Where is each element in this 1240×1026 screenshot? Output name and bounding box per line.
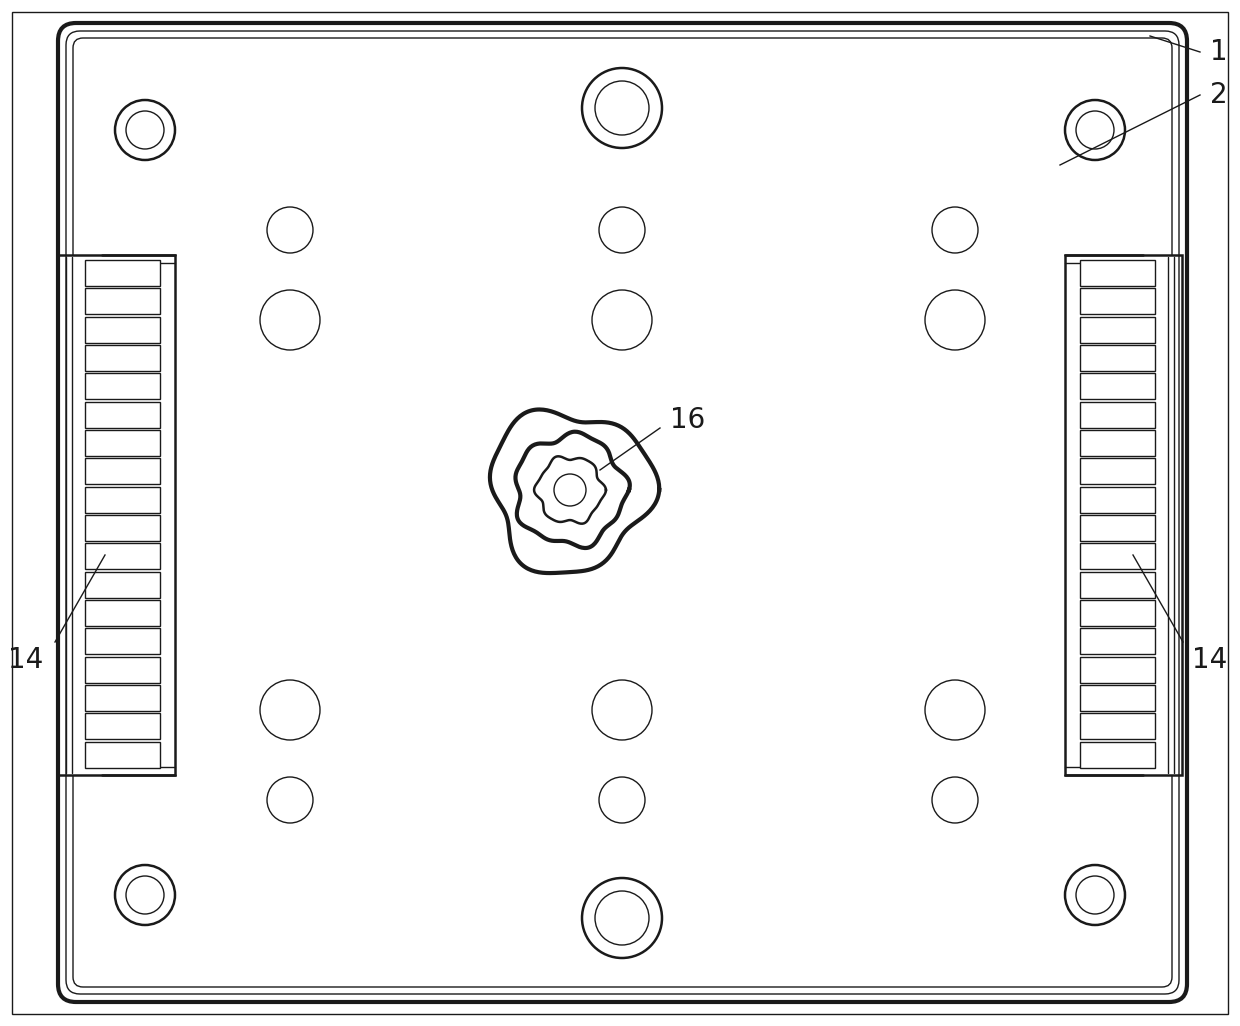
Bar xyxy=(86,260,160,286)
Bar xyxy=(1080,544,1154,569)
Bar xyxy=(86,317,160,343)
Bar xyxy=(86,742,160,767)
Circle shape xyxy=(267,207,312,253)
Text: 14: 14 xyxy=(7,646,43,674)
Circle shape xyxy=(1076,111,1114,149)
Bar xyxy=(86,713,160,740)
Circle shape xyxy=(1076,876,1114,914)
Circle shape xyxy=(591,290,652,350)
Circle shape xyxy=(925,290,985,350)
Bar xyxy=(1080,430,1154,456)
Circle shape xyxy=(582,68,662,148)
Circle shape xyxy=(599,777,645,823)
Bar xyxy=(58,255,175,775)
Bar xyxy=(86,401,160,428)
Bar xyxy=(1080,685,1154,711)
Circle shape xyxy=(595,81,649,135)
Circle shape xyxy=(126,876,164,914)
Text: 16: 16 xyxy=(670,406,706,434)
Bar xyxy=(86,373,160,399)
Bar xyxy=(86,288,160,314)
Bar xyxy=(86,544,160,569)
Bar xyxy=(86,685,160,711)
Text: 1: 1 xyxy=(1210,38,1228,66)
Bar xyxy=(1080,600,1154,626)
Bar xyxy=(86,571,160,598)
Circle shape xyxy=(260,290,320,350)
Circle shape xyxy=(260,680,320,740)
Bar xyxy=(1080,742,1154,767)
Bar xyxy=(86,459,160,484)
Circle shape xyxy=(932,207,978,253)
Bar xyxy=(86,600,160,626)
Circle shape xyxy=(591,680,652,740)
Bar xyxy=(1080,260,1154,286)
Bar xyxy=(1080,657,1154,682)
Circle shape xyxy=(932,777,978,823)
Circle shape xyxy=(1065,865,1125,925)
Polygon shape xyxy=(516,432,630,548)
Bar xyxy=(1080,571,1154,598)
Bar xyxy=(86,486,160,513)
Circle shape xyxy=(925,680,985,740)
Polygon shape xyxy=(490,409,660,574)
Circle shape xyxy=(126,111,164,149)
Bar xyxy=(86,628,160,655)
Circle shape xyxy=(115,865,175,925)
Bar xyxy=(86,430,160,456)
Bar xyxy=(1080,713,1154,740)
Bar xyxy=(1080,515,1154,541)
Bar xyxy=(86,657,160,682)
Text: 2: 2 xyxy=(1210,81,1228,109)
Bar xyxy=(86,345,160,371)
Polygon shape xyxy=(534,457,606,523)
Circle shape xyxy=(599,207,645,253)
Bar xyxy=(1080,317,1154,343)
Bar xyxy=(1080,373,1154,399)
Circle shape xyxy=(595,891,649,945)
Bar xyxy=(1080,288,1154,314)
FancyBboxPatch shape xyxy=(73,38,1172,987)
Circle shape xyxy=(554,474,587,506)
Bar xyxy=(102,67,1143,958)
Bar xyxy=(1080,628,1154,655)
Circle shape xyxy=(267,777,312,823)
Bar xyxy=(1080,459,1154,484)
Text: 14: 14 xyxy=(1192,646,1228,674)
Bar xyxy=(1065,255,1182,775)
Bar xyxy=(1080,486,1154,513)
Circle shape xyxy=(115,100,175,160)
Bar xyxy=(1080,345,1154,371)
Circle shape xyxy=(1065,100,1125,160)
Circle shape xyxy=(582,878,662,958)
Bar xyxy=(1080,401,1154,428)
Bar xyxy=(86,515,160,541)
